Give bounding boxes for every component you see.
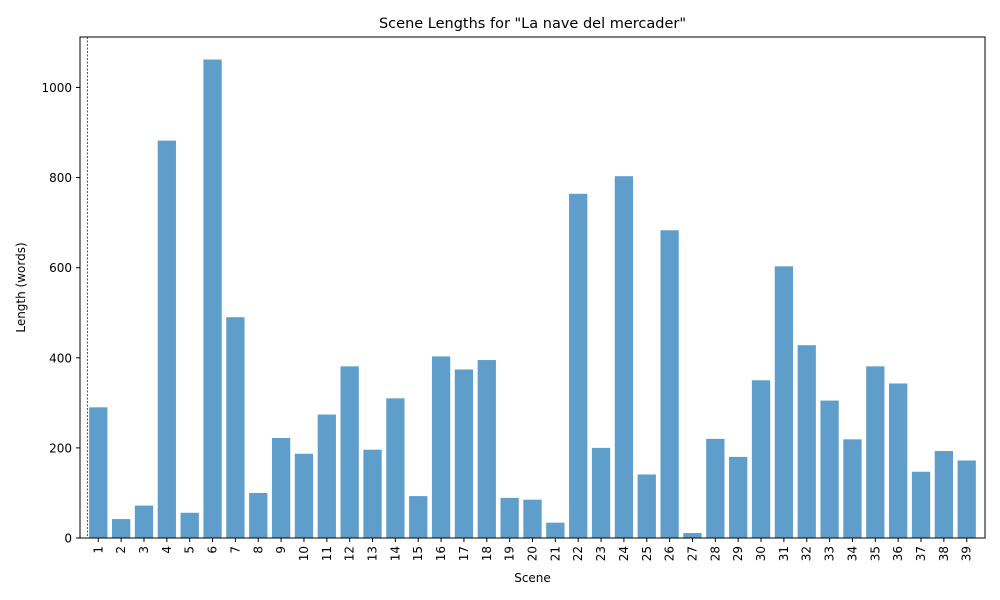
bar-scene-35 xyxy=(866,366,885,538)
y-axis-label: Length (words) xyxy=(14,242,28,332)
bar-scene-10 xyxy=(294,453,314,538)
x-tick-label: 26 xyxy=(663,546,677,561)
y-tick-label: 0 xyxy=(64,532,72,546)
y-tick-label: 200 xyxy=(49,441,72,455)
bar-scene-15 xyxy=(409,496,428,538)
y-tick-label: 400 xyxy=(49,351,72,365)
bar-scene-21 xyxy=(546,522,565,538)
bar-scene-20 xyxy=(523,499,542,538)
bar-scene-19 xyxy=(500,497,519,538)
bar-scene-18 xyxy=(477,360,496,538)
bar-scene-14 xyxy=(386,398,405,538)
bar-scene-34 xyxy=(843,439,862,538)
x-tick-label: 24 xyxy=(617,546,631,561)
x-tick-label: 23 xyxy=(594,546,608,561)
x-tick-label: 2 xyxy=(114,546,128,554)
x-tick-label: 21 xyxy=(548,546,562,561)
x-tick-label: 35 xyxy=(868,546,882,561)
bar-scene-24 xyxy=(614,176,634,538)
bar-scene-30 xyxy=(751,380,771,538)
bar-scene-6 xyxy=(203,59,222,538)
x-tick-label: 14 xyxy=(388,546,402,561)
bar-scene-29 xyxy=(729,456,748,538)
bar-scene-26 xyxy=(660,230,679,538)
x-tick-label: 33 xyxy=(823,546,837,561)
x-tick-label: 11 xyxy=(320,546,334,561)
x-tick-label: 3 xyxy=(137,546,151,554)
y-tick-label: 800 xyxy=(49,171,72,185)
x-tick-label: 36 xyxy=(891,546,905,561)
x-axis-label: Scene xyxy=(514,571,551,585)
x-tick-label: 29 xyxy=(731,546,745,561)
bar-scene-38 xyxy=(934,451,954,538)
x-tick-label: 25 xyxy=(640,546,654,561)
x-tick-label: 9 xyxy=(274,546,288,554)
bar-scene-31 xyxy=(774,266,794,538)
bar-scene-11 xyxy=(317,414,336,538)
y-tick-label: 600 xyxy=(49,261,72,275)
bar-scene-4 xyxy=(157,140,176,539)
x-tick-label: 20 xyxy=(526,546,540,561)
bar-scene-27 xyxy=(683,533,702,538)
bar-scene-23 xyxy=(591,447,611,538)
x-tick-label: 34 xyxy=(845,546,859,561)
bar-scene-17 xyxy=(454,369,474,538)
bar-scene-16 xyxy=(431,356,451,538)
bar-scene-8 xyxy=(249,492,268,538)
y-axis: 0 200 400 600 800 1000 xyxy=(41,81,80,546)
bar-scene-2 xyxy=(111,519,131,538)
x-tick-label: 28 xyxy=(708,546,722,561)
x-tick-label: 31 xyxy=(777,546,791,561)
x-tick-label: 19 xyxy=(503,546,517,561)
bar-scene-32 xyxy=(797,345,816,538)
x-tick-label: 37 xyxy=(914,546,928,561)
x-tick-label: 4 xyxy=(160,546,174,554)
x-tick-label: 6 xyxy=(206,546,220,554)
y-tick-label: 1000 xyxy=(41,81,72,95)
x-tick-label: 15 xyxy=(411,546,425,561)
bar-scene-1 xyxy=(89,407,108,538)
bar-scene-39 xyxy=(957,460,976,538)
bar-scene-5 xyxy=(180,512,199,538)
bar-scene-3 xyxy=(134,505,154,538)
x-tick-label: 7 xyxy=(228,546,242,554)
x-axis: 1 2 3 4 5 6 7 8 9 10 11 12 13 14 15 16 17 18 19 20 21 22 23 24 2… xyxy=(91,538,974,561)
bar-scene-25 xyxy=(637,474,656,538)
x-tick-label: 18 xyxy=(480,546,494,561)
x-tick-label: 5 xyxy=(183,546,197,554)
x-tick-label: 39 xyxy=(960,546,974,561)
chart-title: Scene Lengths for "La nave del mercader" xyxy=(379,16,686,32)
x-tick-label: 32 xyxy=(800,546,814,561)
x-tick-label: 10 xyxy=(297,546,311,561)
x-tick-label: 8 xyxy=(251,546,265,554)
bar-scene-22 xyxy=(569,193,588,538)
bar-scene-7 xyxy=(226,317,245,538)
bar-scene-12 xyxy=(340,366,359,538)
x-tick-label: 17 xyxy=(457,546,471,561)
x-tick-label: 13 xyxy=(366,546,380,561)
x-tick-label: 30 xyxy=(754,546,768,561)
x-tick-label: 38 xyxy=(937,546,951,561)
bar-scene-9 xyxy=(271,437,291,538)
x-tick-label: 16 xyxy=(434,546,448,561)
x-tick-label: 27 xyxy=(685,546,699,561)
bar-scene-33 xyxy=(820,400,839,538)
bar-scene-36 xyxy=(889,383,908,538)
x-tick-label: 12 xyxy=(343,546,357,561)
x-tick-label: 22 xyxy=(571,546,585,561)
bar-scene-37 xyxy=(911,471,931,538)
bars-group xyxy=(89,59,976,539)
x-tick-label: 1 xyxy=(91,546,105,554)
bar-scene-28 xyxy=(706,438,725,538)
bar-scene-13 xyxy=(363,449,382,538)
